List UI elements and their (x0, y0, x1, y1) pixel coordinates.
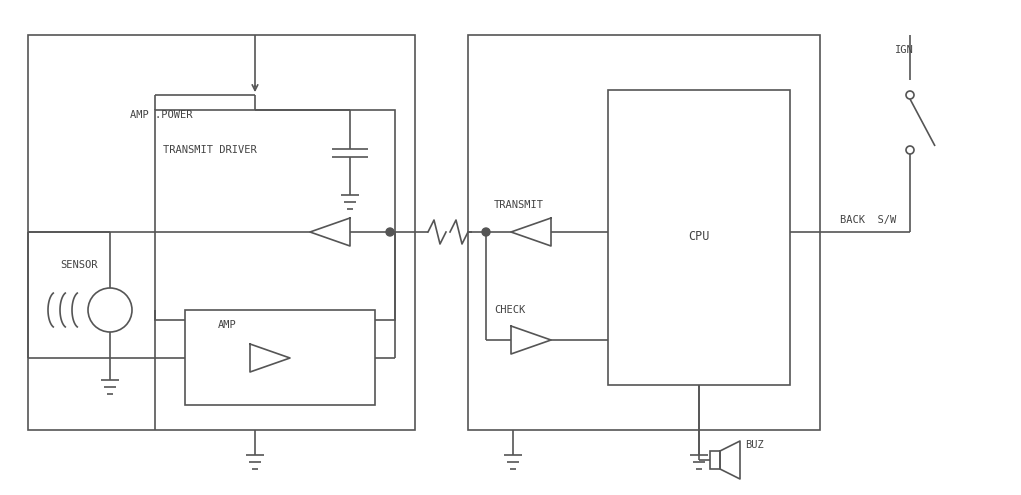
Text: AMP .POWER: AMP .POWER (130, 110, 193, 120)
Bar (185, 310, 375, 405)
Text: TRANSMIT: TRANSMIT (494, 200, 544, 210)
Text: SENSOR: SENSOR (60, 260, 97, 270)
Bar (28, 35, 415, 430)
Text: BACK  S/W: BACK S/W (840, 215, 896, 225)
Bar (710, 451, 720, 469)
Circle shape (906, 91, 914, 99)
Text: CPU: CPU (688, 231, 710, 244)
Text: AMP: AMP (218, 320, 237, 330)
Bar (468, 35, 820, 430)
Text: CHECK: CHECK (494, 305, 525, 315)
Bar (607, 90, 790, 385)
Circle shape (482, 228, 490, 236)
Text: IGN: IGN (895, 45, 914, 55)
Text: BUZ: BUZ (745, 440, 764, 450)
Bar (155, 110, 395, 320)
Circle shape (386, 228, 394, 236)
Text: TRANSMIT DRIVER: TRANSMIT DRIVER (163, 145, 256, 155)
Circle shape (88, 288, 132, 332)
Circle shape (906, 146, 914, 154)
